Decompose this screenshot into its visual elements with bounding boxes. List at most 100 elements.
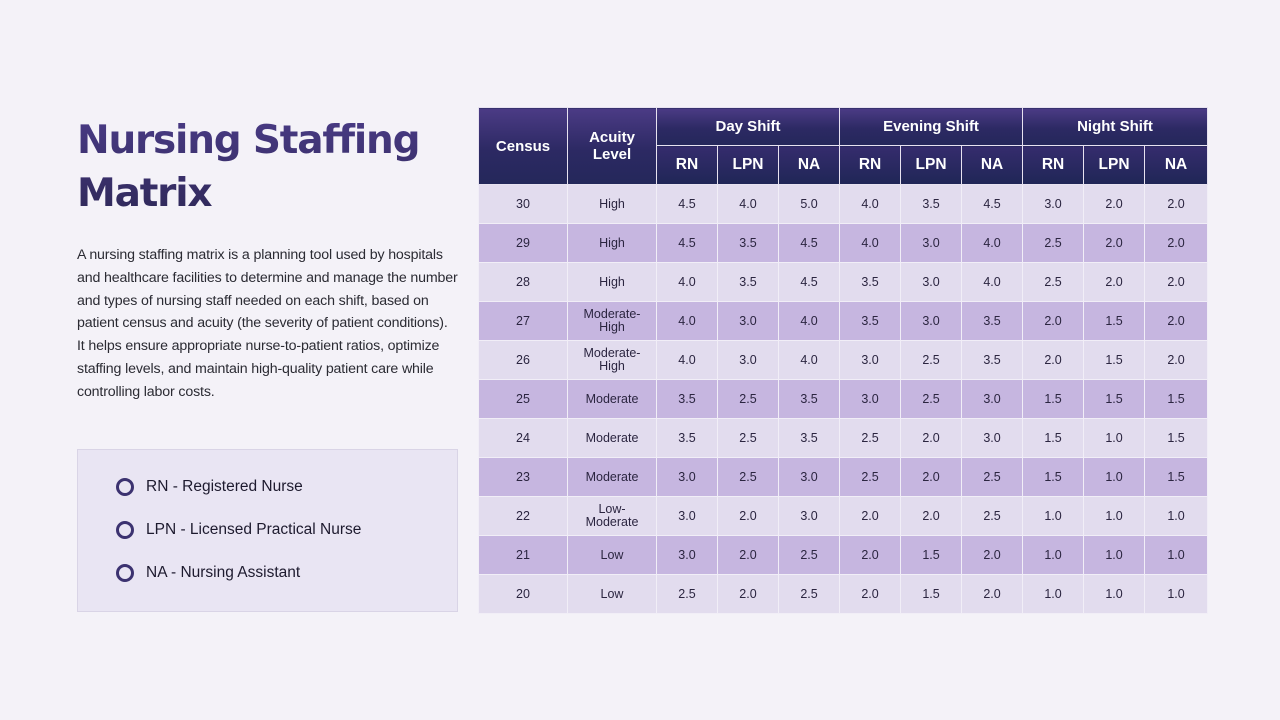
table-row: 29 High 4.5 3.5 4.5 4.0 3.0 4.0 2.5 2.0 2.0 (478, 223, 1209, 263)
cell-night-rn: 1.5 (1022, 379, 1085, 419)
cell-evening-na: 4.5 (961, 184, 1024, 224)
cell-evening-na: 2.5 (961, 496, 1024, 536)
cell-census: 21 (478, 535, 568, 575)
cell-evening-rn: 2.5 (839, 457, 902, 497)
cell-day-na: 4.5 (777, 262, 841, 302)
cell-acuity: Moderate (567, 379, 657, 419)
cell-evening-lpn: 3.5 (900, 184, 963, 224)
header-night-lpn: LPN (1083, 145, 1146, 185)
table-body: 30 High 4.5 4.0 5.0 4.0 3.5 4.5 3.0 2.0 2.0 29 High 4… (478, 184, 1209, 614)
table-row: 30 High 4.5 4.0 5.0 4.0 3.5 4.5 3.0 2.0 2.0 (478, 184, 1209, 224)
cell-day-na: 2.5 (777, 535, 841, 575)
cell-night-lpn: 2.0 (1083, 262, 1146, 302)
cell-night-lpn: 1.0 (1083, 418, 1146, 458)
cell-evening-na: 2.0 (961, 535, 1024, 575)
cell-night-na: 1.5 (1144, 457, 1209, 497)
legend-label-na: NA - Nursing Assistant (146, 564, 301, 581)
cell-census: 24 (478, 418, 568, 458)
cell-census: 27 (478, 301, 568, 341)
cell-evening-lpn: 1.5 (900, 574, 963, 614)
legend-item-na: NA - Nursing Assistant (116, 563, 300, 583)
cell-evening-rn: 3.5 (839, 262, 902, 302)
cell-day-lpn: 2.0 (717, 496, 779, 536)
cell-day-na: 3.0 (777, 496, 841, 536)
cell-day-na: 3.0 (777, 457, 841, 497)
cell-day-lpn: 3.0 (717, 340, 779, 380)
cell-census: 26 (478, 340, 568, 380)
header-day-na: NA (777, 145, 841, 185)
legend-item-rn: RN - Registered Nurse (116, 477, 303, 497)
table-row: 25 Moderate 3.5 2.5 3.5 3.0 2.5 3.0 1.5 1.5 1.5 (478, 379, 1209, 419)
cell-evening-lpn: 2.0 (900, 496, 963, 536)
cell-night-na: 2.0 (1144, 262, 1209, 302)
acuity-label: Low-Moderate (585, 502, 639, 529)
cell-night-na: 1.0 (1144, 496, 1209, 536)
cell-census: 20 (478, 574, 568, 614)
cell-evening-lpn: 3.0 (900, 223, 963, 263)
cell-day-lpn: 2.0 (717, 574, 779, 614)
table-row: 24 Moderate 3.5 2.5 3.5 2.5 2.0 3.0 1.5 1.0 1.5 (478, 418, 1209, 458)
cell-day-rn: 2.5 (656, 574, 718, 614)
legend-label-lpn: LPN - Licensed Practical Nurse (146, 521, 362, 538)
acuity-label: High (599, 274, 625, 289)
cell-evening-na: 2.0 (961, 574, 1024, 614)
legend-label-rn: RN - Registered Nurse (146, 478, 303, 495)
cell-evening-rn: 2.5 (839, 418, 902, 458)
cell-day-lpn: 3.0 (717, 301, 779, 341)
cell-day-rn: 4.0 (656, 301, 718, 341)
cell-day-lpn: 4.0 (717, 184, 779, 224)
header-evening-na: NA (961, 145, 1024, 185)
cell-night-lpn: 1.5 (1083, 379, 1146, 419)
legend-item-lpn: LPN - Licensed Practical Nurse (116, 520, 361, 540)
cell-day-rn: 3.0 (656, 535, 718, 575)
cell-acuity: Moderate (567, 418, 657, 458)
acuity-label: Low (600, 586, 624, 601)
header-evening-lpn: LPN (900, 145, 963, 185)
cell-evening-na: 4.0 (961, 262, 1024, 302)
cell-evening-rn: 4.0 (839, 223, 902, 263)
cell-evening-lpn: 2.5 (900, 379, 963, 419)
cell-night-rn: 1.0 (1022, 535, 1085, 575)
cell-day-rn: 4.5 (656, 223, 718, 263)
cell-day-lpn: 2.5 (717, 457, 779, 497)
cell-day-na: 4.0 (777, 340, 841, 380)
cell-evening-na: 4.0 (961, 223, 1024, 263)
cell-acuity: Low (567, 535, 657, 575)
cell-night-na: 2.0 (1144, 340, 1209, 380)
cell-night-rn: 2.0 (1022, 340, 1085, 380)
cell-acuity: High (567, 223, 657, 263)
header-night-rn: RN (1022, 145, 1085, 185)
cell-day-rn: 3.5 (656, 379, 718, 419)
cell-day-na: 4.0 (777, 301, 841, 341)
acuity-label: High (599, 196, 625, 211)
cell-day-rn: 4.0 (656, 262, 718, 302)
cell-evening-rn: 3.0 (839, 379, 902, 419)
cell-night-rn: 3.0 (1022, 184, 1085, 224)
cell-day-rn: 3.0 (656, 496, 718, 536)
cell-day-rn: 4.5 (656, 184, 718, 224)
cell-day-rn: 3.5 (656, 418, 718, 458)
cell-night-lpn: 1.0 (1083, 574, 1146, 614)
cell-census: 23 (478, 457, 568, 497)
cell-acuity: Moderate-High (567, 301, 657, 341)
description-text: A nursing staffing matrix is a planning … (77, 247, 458, 400)
cell-evening-rn: 2.0 (839, 535, 902, 575)
header-night-shift: Night Shift (1022, 107, 1209, 146)
cell-night-rn: 2.5 (1022, 262, 1085, 302)
cell-evening-lpn: 3.0 (900, 301, 963, 341)
cell-day-lpn: 2.5 (717, 379, 779, 419)
cell-evening-lpn: 2.5 (900, 340, 963, 380)
cell-night-na: 2.0 (1144, 301, 1209, 341)
cell-night-lpn: 2.0 (1083, 184, 1146, 224)
bullet-ring-icon (116, 478, 134, 496)
cell-day-lpn: 3.5 (717, 223, 779, 263)
cell-day-na: 5.0 (777, 184, 841, 224)
cell-night-na: 1.0 (1144, 574, 1209, 614)
cell-night-rn: 1.0 (1022, 574, 1085, 614)
cell-day-lpn: 2.5 (717, 418, 779, 458)
table-row: 23 Moderate 3.0 2.5 3.0 2.5 2.0 2.5 1.5 1.0 1.5 (478, 457, 1209, 497)
acuity-label: High (599, 235, 625, 250)
cell-night-lpn: 2.0 (1083, 223, 1146, 263)
cell-census: 29 (478, 223, 568, 263)
cell-census: 25 (478, 379, 568, 419)
